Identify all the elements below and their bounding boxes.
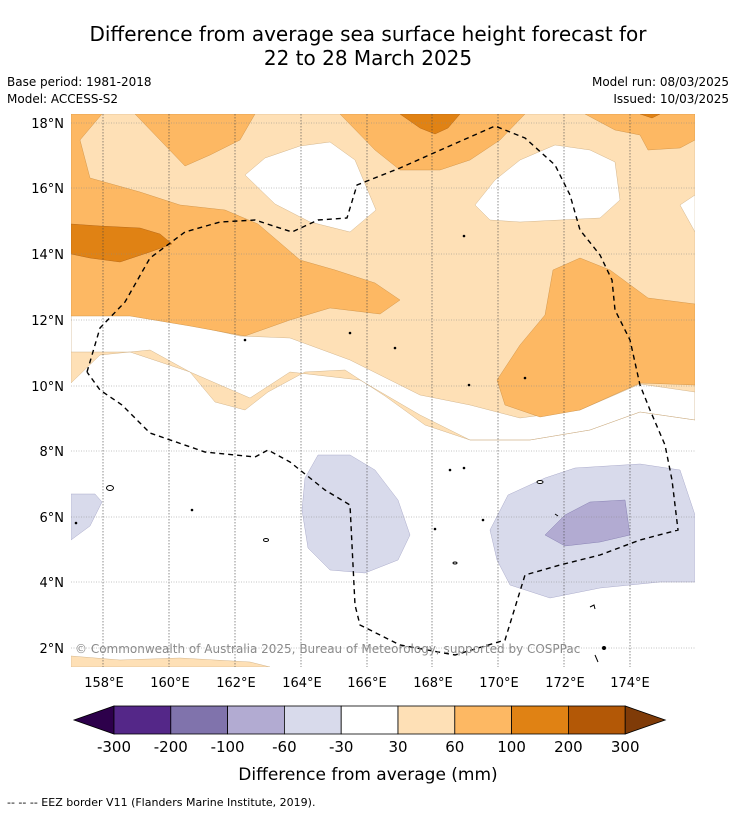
title-line-2: 22 to 28 March 2025	[263, 46, 473, 70]
fill-band-100-200-north	[399, 114, 461, 135]
lon-label-168: 168°E	[413, 676, 453, 691]
islands	[74, 234, 606, 663]
lat-label-12: 12°N	[31, 314, 64, 329]
fill-band-60-100-east	[496, 257, 695, 418]
lon-label-172: 172°E	[545, 676, 585, 691]
eez-border	[86, 125, 679, 656]
colorbar-swatch	[511, 705, 569, 735]
lon-label-170: 170°E	[479, 676, 519, 691]
gridlines	[102, 114, 631, 667]
lat-label-14: 14°N	[31, 248, 64, 263]
colorbar-swatch	[568, 705, 626, 735]
lat-label-6: 6°N	[40, 511, 65, 526]
lon-label-160: 160°E	[150, 676, 190, 691]
colorbar-swatch	[113, 705, 172, 735]
lon-label-166: 166°E	[347, 676, 387, 691]
issued-text: Issued: 10/03/2025	[613, 92, 729, 106]
copyright-text: © Commonwealth of Australia 2025, Bureau…	[75, 642, 580, 656]
colorbar-extend-high	[624, 705, 667, 735]
fill-band-100-200-northeast	[639, 114, 661, 119]
colorbar-tick-label: 100	[497, 738, 526, 756]
base-period-text: Base period: 1981-2018	[7, 75, 152, 89]
fill-band-60-100-north-center	[339, 114, 526, 171]
eez-footnote: -- -- -- EEZ border V11 (Flanders Marine…	[7, 796, 316, 809]
lon-labels: 158°E 160°E 162°E 164°E 166°E 168°E 170°…	[84, 676, 650, 691]
colorbar-tick-label: -300	[97, 738, 131, 756]
fill-band-100-200-west	[71, 223, 173, 263]
fill-band-60-100-north	[134, 114, 256, 167]
fill-band-neg-60-100	[544, 499, 631, 547]
map-title: Difference from average sea surface heig…	[0, 22, 736, 70]
colorbar-swatch	[227, 705, 285, 735]
fill-band-neg-30-60-center	[301, 454, 411, 574]
fill-band-60-100-northeast	[584, 114, 695, 151]
fill-band-30-60-bottom	[71, 655, 271, 667]
fill-band-white-east	[679, 194, 695, 233]
colorbar-extend-low	[72, 705, 115, 735]
colorbar-tick-label: -30	[329, 738, 354, 756]
colorbar-tick-label: -60	[272, 738, 297, 756]
colorbar-swatch	[170, 705, 229, 735]
fill-band-white-north	[244, 141, 377, 233]
model-run-text: Model run: 08/03/2025	[591, 75, 729, 89]
lon-label-158: 158°E	[84, 676, 124, 691]
colorbar-label: Difference from average (mm)	[238, 765, 498, 785]
colorbar-swatch	[340, 705, 399, 735]
lat-gridlines	[71, 122, 695, 649]
colorbar: -300 -200 -100 -60 -30 30 60 100 200 300	[72, 705, 667, 756]
colorbar-swatch	[454, 705, 512, 735]
contour-fills	[71, 114, 695, 667]
lon-label-162: 162°E	[216, 676, 256, 691]
lon-label-174: 174°E	[610, 676, 650, 691]
colorbar-swatch	[397, 705, 456, 735]
colorbar-swatch	[283, 705, 342, 735]
lat-label-10: 10°N	[31, 380, 64, 395]
meta-left: Base period: 1981-2018 Model: ACCESS-S2	[7, 74, 152, 108]
colorbar-tick-label: 60	[445, 738, 464, 756]
lat-labels: 18°N 16°N 14°N 12°N 10°N 8°N 6°N 4°N 2°N	[31, 117, 64, 657]
lat-label-2: 2°N	[40, 642, 65, 657]
colorbar-tick-label: 300	[611, 738, 640, 756]
colorbar-tick-label: -200	[154, 738, 188, 756]
fill-band-60-100-northwest	[71, 114, 401, 337]
title-line-1: Difference from average sea surface heig…	[89, 22, 647, 46]
colorbar-tick-label: 30	[388, 738, 407, 756]
lat-label-4: 4°N	[40, 576, 65, 591]
lat-label-18: 18°N	[31, 117, 64, 132]
colorbar-tick-label: -100	[211, 738, 245, 756]
lat-label-8: 8°N	[40, 445, 65, 460]
meta-right: Model run: 08/03/2025 Issued: 10/03/2025	[592, 74, 729, 108]
lat-label-16: 16°N	[31, 182, 64, 197]
model-text: Model: ACCESS-S2	[7, 92, 119, 106]
fill-band-white-northeast	[474, 144, 621, 223]
lon-label-164: 164°E	[282, 676, 322, 691]
colorbar-tick-label: 200	[554, 738, 583, 756]
